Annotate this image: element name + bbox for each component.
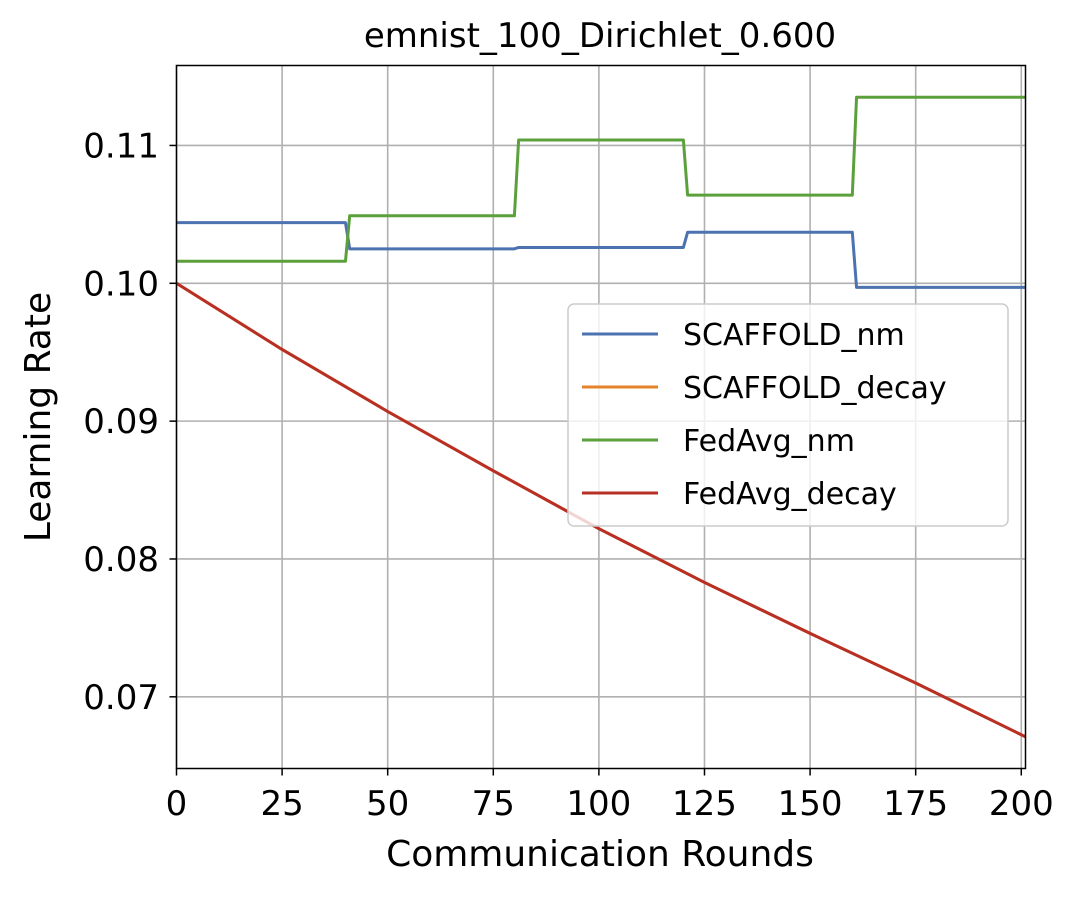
- x-tick-label: 25: [260, 784, 303, 824]
- y-tick-label: 0.07: [83, 678, 159, 718]
- legend-label: FedAvg_nm: [683, 424, 855, 459]
- plot-area-border: [175, 64, 1027, 770]
- y-tick-label: 0.09: [83, 402, 159, 442]
- legend-box: [567, 303, 1009, 527]
- x-tick-label: 125: [672, 784, 737, 824]
- legend: SCAFFOLD_nm SCAFFOLD_decay FedAvg_nm FedAvg…: [567, 303, 1009, 527]
- series-line-fedavg-nm: [176, 95, 1026, 263]
- y-tick-label: 0.08: [83, 540, 159, 580]
- x-tick-label: 50: [366, 784, 409, 824]
- y-tick-label: 0.11: [83, 126, 159, 166]
- y-tick-label: 0.10: [83, 264, 159, 304]
- series-line-scaffold-nm: [176, 221, 1026, 289]
- legend-label: SCAFFOLD_decay: [683, 371, 947, 406]
- x-tick-label: 175: [883, 784, 948, 824]
- x-tick-label: 100: [566, 784, 631, 824]
- y-axis-label: Learning Rate: [18, 292, 59, 542]
- x-axis-label: Communication Rounds: [386, 834, 814, 875]
- x-tick-label: 200: [989, 784, 1054, 824]
- legend-label: FedAvg_decay: [683, 477, 897, 512]
- legend-label: SCAFFOLD_nm: [683, 318, 905, 353]
- x-tick-label: 0: [166, 784, 188, 824]
- x-tick-label: 150: [778, 784, 843, 824]
- series-layer: [175, 95, 1027, 739]
- series-line-fedavg-decay: [175, 282, 1027, 739]
- x-tick-label: 75: [472, 784, 515, 824]
- y-axis-ticks: 0.07 0.08 0.09 0.10 0.11: [83, 126, 177, 718]
- x-axis-ticks: 0 25 50 75 100 125 150 175 200: [166, 768, 1054, 824]
- chart-title: emnist_100_Dirichlet_0.600: [364, 16, 836, 56]
